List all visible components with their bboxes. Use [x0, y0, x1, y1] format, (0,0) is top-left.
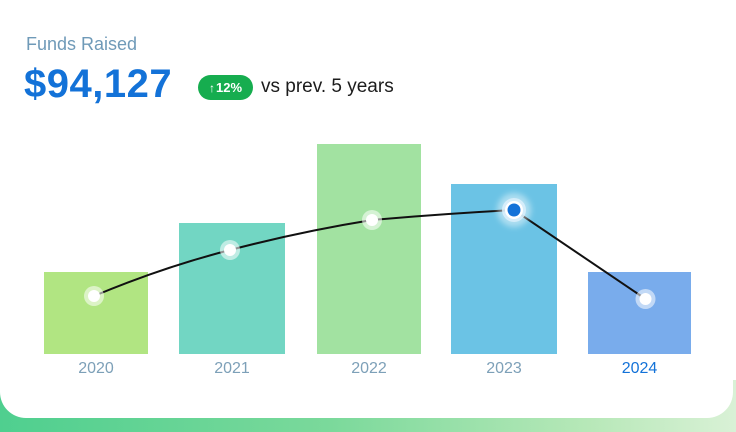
data-point-2022[interactable] [366, 214, 378, 226]
x-label-2023: 2023 [486, 360, 522, 377]
arrow-up-icon: ↑ [208, 80, 215, 95]
data-point-2021[interactable] [224, 244, 236, 256]
bar-2024[interactable] [588, 272, 691, 354]
trend-line [93, 208, 647, 300]
bar-2020[interactable] [44, 272, 148, 354]
change-percent: 12% [215, 80, 243, 95]
total-amount: $94,127 [24, 62, 173, 106]
x-label-2020: 2020 [78, 360, 114, 377]
x-label-2021: 2021 [214, 360, 250, 377]
x-label-2022: 2022 [351, 360, 387, 377]
change-badge: ↑ 12% [198, 75, 253, 100]
x-label-2024: 2024 [621, 360, 658, 377]
card-title: Funds Raised [26, 34, 138, 54]
data-point-2020[interactable] [88, 290, 100, 302]
bar-2022[interactable] [317, 144, 421, 354]
data-point-2023[interactable] [507, 203, 521, 217]
comparison-text: vs prev. 5 years [261, 76, 394, 97]
data-point-2024[interactable] [639, 293, 652, 305]
